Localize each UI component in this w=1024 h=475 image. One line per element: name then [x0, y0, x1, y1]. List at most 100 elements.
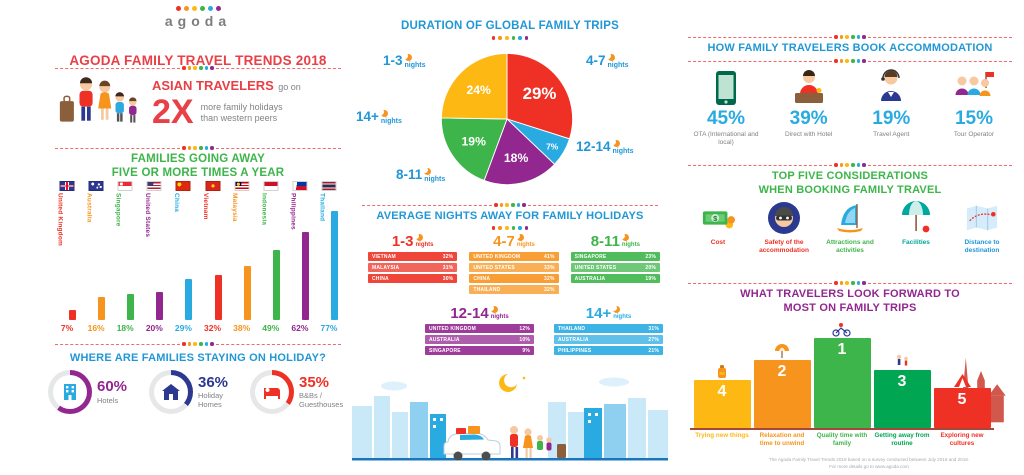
separator-dot [851, 59, 855, 63]
bar [156, 292, 164, 320]
bar-value-label: 29% [174, 323, 192, 333]
podium-label: Exploring new cultures [940, 432, 984, 447]
consideration-label: Safety of the accommodation [759, 239, 809, 255]
separator-dot [204, 146, 209, 150]
value-cell: 41% [544, 253, 555, 260]
bar [185, 279, 193, 320]
family-departure-city-illustration [352, 374, 668, 461]
podium-block-rank-5: 5 [933, 388, 991, 428]
separator-dot [522, 203, 526, 207]
value-cell: 21% [648, 347, 659, 354]
bar-country-label: Australia [85, 193, 93, 223]
bar [330, 211, 338, 320]
separator-dot [182, 66, 186, 70]
country-cell: AUSTRALIA [429, 336, 460, 343]
families-title-line-1: FAMILIES GOING AWAY [131, 153, 265, 165]
value-cell: 23% [645, 253, 656, 260]
value-cell: 19% [645, 275, 656, 282]
hotels-donut-ring [48, 370, 92, 414]
flag-vietnam-icon [205, 181, 221, 191]
page-title: AGODA FAMILY TRAVEL TRENDS 2018 [69, 53, 327, 69]
table-header: 1-3 nights [368, 232, 457, 249]
consideration-label: Facilities [902, 239, 930, 246]
podium-column-rank-5: 5 [933, 370, 991, 428]
average-nights-title: AVERAGE NIGHTS AWAY FOR FAMILY HOLIDAYS [376, 210, 644, 222]
separator-dot [862, 35, 866, 39]
walking-family-icon [894, 352, 910, 369]
separator-dot [207, 6, 213, 11]
agoda-logo-text: agoda [164, 13, 232, 29]
podium-labels: Trying new things Relaxation and time to … [692, 432, 992, 447]
booking-method-label: Direct with Hotel [784, 131, 833, 138]
family-travelers-illustration [59, 77, 137, 123]
separator-dot [862, 163, 866, 167]
table-row: CHINA 30% [368, 274, 458, 283]
nights-unit-group: nights [514, 232, 535, 248]
value-cell: 10% [519, 336, 530, 343]
separator-dash-line [688, 36, 833, 38]
table-header: 8-11 nights [571, 232, 660, 249]
stat-hotels: 60% Hotels [48, 370, 146, 414]
dashed-separator [688, 280, 1012, 286]
nights-range: 14+ [585, 305, 612, 322]
separator-dot [834, 35, 838, 39]
separator-dot [839, 59, 844, 63]
booking-considerations: $ Cost Safety of the accommodation [688, 200, 1012, 255]
crescent-moon-icon [421, 166, 432, 175]
pie-slice-14+-nights [440, 117, 508, 182]
crescent-moon-icon [413, 232, 423, 241]
separator-dot [839, 281, 844, 285]
country-cell: CHINA [473, 275, 491, 282]
separator-dot [175, 6, 181, 11]
podium-block-rank-3: 3 [873, 370, 931, 428]
separator-dash-line [215, 67, 341, 69]
beach-umbrella-icon [774, 342, 790, 359]
separator-dot [834, 163, 838, 167]
nights-unit: nights [612, 148, 634, 155]
separator-dot [839, 163, 844, 167]
separator-dot [845, 35, 849, 39]
bar-column-philippines: Philippines 62% [286, 181, 314, 333]
table-row: UNITED STATES 33% [469, 263, 559, 272]
country-cell: UNITED KINGDOM [473, 253, 521, 260]
separator-dot [516, 203, 521, 207]
nights-unit-group: nights [413, 232, 434, 248]
asian-travelers-text: ASIAN TRAVELERS go on 2X more family hol… [152, 77, 301, 129]
pie-slice-value-label: 19% [462, 135, 487, 149]
nights-range: 12-14 [450, 305, 489, 322]
table-row: THAILAND 31% [554, 324, 663, 333]
bar-column-china: China 29% [169, 181, 197, 333]
nights-unit-group: nights [610, 304, 631, 320]
multiplier-description: more family holidays than western peers [201, 97, 283, 125]
country-cell: THAILAND [558, 325, 586, 332]
podium-rank-number: 5 [957, 391, 967, 408]
country-cell: AUSTRALIA [558, 336, 589, 343]
booking-method-value: 15% [954, 108, 993, 129]
podium-block-rank-4: 4 [693, 380, 751, 428]
bar-column-australia: Australia 16% [82, 181, 110, 333]
bar-column-united-states: United States 20% [140, 181, 168, 333]
nights-range: 1-3 [383, 53, 403, 68]
value-cell: 27% [648, 336, 659, 343]
country-cell: UNITED STATES [574, 264, 617, 271]
separator-dot [524, 36, 529, 40]
value-cell: 12% [519, 325, 530, 332]
svg-text:$: $ [713, 214, 718, 223]
booking-methods: 45% OTA (International and local) 39% Di… [688, 66, 1012, 147]
bar [272, 250, 280, 320]
windsurfer-icon [837, 204, 863, 233]
pie-slice-4-7-nights [506, 52, 574, 140]
consideration-label: Cost [710, 239, 726, 246]
separator-dot [851, 163, 855, 167]
value-cell: 9% [522, 347, 530, 354]
backpack-icon [715, 362, 729, 379]
separator-dot [182, 342, 186, 346]
country-cell: PHILIPPINES [558, 347, 592, 354]
holiday-home-icon [162, 384, 180, 400]
separator-dot [518, 36, 522, 40]
podium-rank-number: 3 [897, 373, 907, 390]
country-cell: VIETNAM [372, 253, 396, 260]
average-nights-tables-row-2: 12-14 nights UNITED KINGDOM 12% AUSTRALIA 10%… [425, 304, 663, 357]
separator-dot [498, 36, 502, 40]
avg-nights-table-8-11: 8-11 nights SINGAPORE 23% UNITED STATES 20% AU… [570, 232, 660, 296]
